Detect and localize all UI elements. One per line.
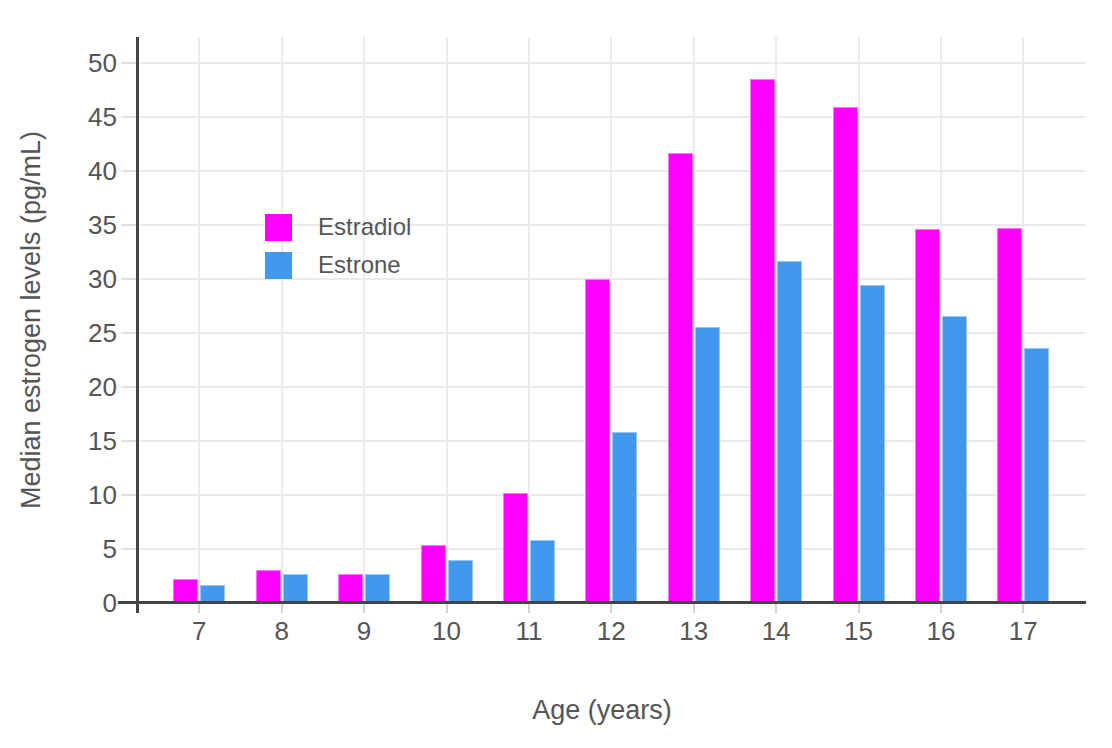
horizontal-gridline — [137, 116, 1086, 118]
vertical-gridline — [446, 37, 448, 603]
vertical-gridline — [198, 37, 200, 603]
y-tick-mark — [121, 386, 136, 388]
x-tick-label: 9 — [324, 615, 404, 647]
bar-estradiol-age-16 — [915, 229, 940, 603]
legend-item-estrone[interactable]: Estrone — [265, 251, 411, 279]
x-tick-mark — [858, 604, 860, 613]
legend-item-estradiol[interactable]: Estradiol — [265, 213, 411, 241]
y-tick-mark — [121, 116, 136, 118]
bar-estradiol-age-10 — [421, 545, 446, 603]
x-tick-mark — [1022, 604, 1024, 613]
legend: Estradiol Estrone — [265, 213, 411, 279]
legend-label-estradiol: Estradiol — [318, 213, 411, 241]
x-tick-mark — [610, 604, 612, 613]
plot-area — [137, 37, 1086, 603]
y-tick-mark — [121, 278, 136, 280]
x-tick-label: 8 — [242, 615, 322, 647]
bar-estradiol-age-15 — [833, 107, 858, 603]
bar-estradiol-age-8 — [256, 570, 281, 604]
y-tick-mark — [121, 440, 136, 442]
y-tick-label: 35 — [0, 209, 117, 241]
y-tick-label: 0 — [0, 587, 117, 619]
y-axis-line — [136, 37, 139, 613]
y-tick-mark — [121, 224, 136, 226]
x-tick-mark — [446, 604, 448, 613]
y-tick-mark — [121, 170, 136, 172]
vertical-gridline — [528, 37, 530, 603]
y-tick-label: 15 — [0, 425, 117, 457]
horizontal-gridline — [137, 62, 1086, 64]
y-tick-label: 20 — [0, 371, 117, 403]
bar-estradiol-age-12 — [585, 279, 610, 603]
bar-estrone-age-13 — [695, 327, 720, 603]
bar-estrone-age-14 — [777, 261, 802, 603]
x-tick-mark — [528, 604, 530, 613]
bar-estrone-age-10 — [448, 560, 473, 603]
bar-estradiol-age-11 — [503, 493, 528, 603]
legend-label-estrone: Estrone — [318, 251, 401, 279]
x-tick-mark — [775, 604, 777, 613]
x-tick-mark — [693, 604, 695, 613]
x-tick-label: 7 — [159, 615, 239, 647]
x-tick-mark — [281, 604, 283, 613]
horizontal-gridline — [137, 170, 1086, 172]
vertical-gridline — [281, 37, 283, 603]
x-tick-label: 11 — [489, 615, 569, 647]
y-tick-mark — [121, 62, 136, 64]
vertical-gridline — [363, 37, 365, 603]
y-tick-label: 10 — [0, 479, 117, 511]
y-tick-mark — [121, 494, 136, 496]
bar-estradiol-age-13 — [668, 153, 693, 603]
x-tick-mark — [198, 604, 200, 613]
x-tick-label: 12 — [571, 615, 651, 647]
estradiol-swatch-icon — [265, 214, 292, 241]
bar-estradiol-age-17 — [997, 228, 1022, 603]
bar-estrone-age-8 — [283, 574, 308, 603]
y-tick-label: 25 — [0, 317, 117, 349]
bar-estrone-age-16 — [942, 316, 967, 604]
x-tick-mark — [363, 604, 365, 613]
bar-estrone-age-9 — [365, 574, 390, 603]
y-tick-label: 50 — [0, 47, 117, 79]
x-tick-label: 15 — [819, 615, 899, 647]
bar-estradiol-age-7 — [173, 579, 198, 603]
x-tick-label: 14 — [736, 615, 816, 647]
bar-estradiol-age-9 — [338, 574, 363, 603]
y-tick-label: 40 — [0, 155, 117, 187]
estrone-swatch-icon — [265, 252, 292, 279]
bar-estrone-age-12 — [612, 432, 637, 603]
y-tick-mark — [121, 332, 136, 334]
bar-estrone-age-15 — [860, 285, 885, 603]
y-tick-label: 45 — [0, 101, 117, 133]
x-tick-mark — [940, 604, 942, 613]
x-tick-label: 10 — [407, 615, 487, 647]
x-tick-label: 13 — [654, 615, 734, 647]
y-tick-mark — [121, 548, 136, 550]
x-tick-label: 17 — [983, 615, 1063, 647]
y-tick-label: 30 — [0, 263, 117, 295]
bar-estrone-age-11 — [530, 540, 555, 603]
x-axis-title: Age (years) — [532, 695, 672, 726]
x-tick-label: 16 — [901, 615, 981, 647]
bar-estradiol-age-14 — [750, 79, 775, 603]
y-tick-label: 5 — [0, 533, 117, 565]
bar-estrone-age-17 — [1024, 348, 1049, 603]
bar-chart: Median estrogen levels (pg/mL) Age (year… — [0, 0, 1112, 748]
